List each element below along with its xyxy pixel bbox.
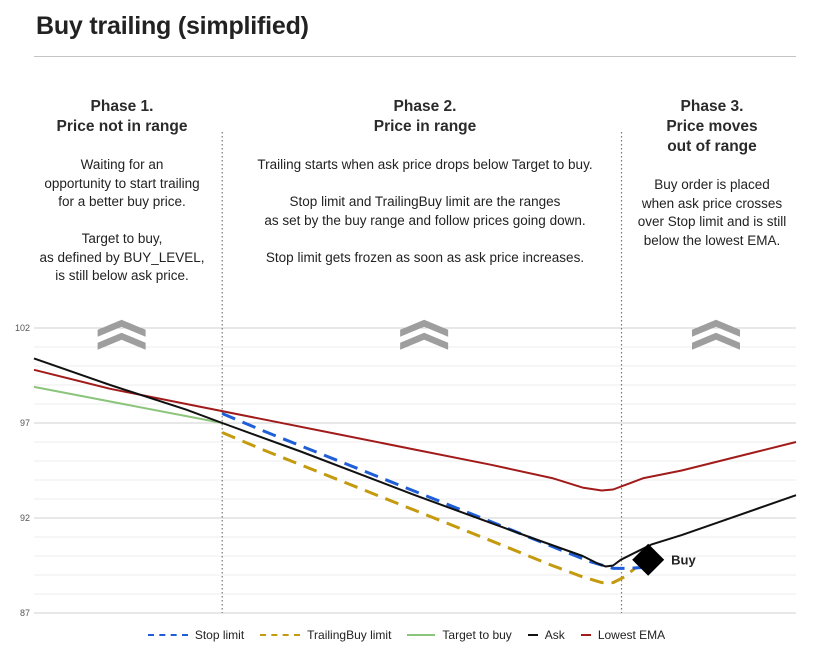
phase-3-title-line: Phase 3. bbox=[680, 98, 744, 115]
phase-3-title: Phase 3. Price moves out of range bbox=[624, 97, 800, 157]
phase-2-title: Phase 2. Price in range bbox=[228, 97, 622, 137]
chart-grid bbox=[34, 327, 796, 614]
legend-item: Stop limit bbox=[147, 628, 245, 642]
phase-2-text-line: Stop limit gets frozen as soon as ask pr… bbox=[265, 249, 585, 265]
phase-3-text-line: over Stop limit and is still bbox=[637, 214, 787, 229]
chevron-up-icon bbox=[691, 319, 740, 350]
phase-1-text-line: is still below ask price. bbox=[55, 268, 189, 283]
chevron-up-icons bbox=[97, 319, 740, 350]
phase-2-text-line: Trailing starts when ask price drops bel… bbox=[257, 157, 593, 172]
legend-swatch-target-to-buy bbox=[407, 634, 436, 636]
legend-item: Ask bbox=[527, 628, 565, 642]
phase-1-text-line: for a better buy price. bbox=[58, 194, 186, 209]
chevron-up-icon bbox=[400, 319, 449, 350]
phase-1-text-line: as defined by BUY_LEVEL, bbox=[39, 249, 205, 265]
y-tick-label: 97 bbox=[20, 418, 30, 428]
phase-1-title-line: Phase 1. bbox=[90, 98, 154, 115]
phase-2-title-line: Price in range bbox=[373, 118, 477, 135]
series-line-lowest-ema bbox=[33, 368, 797, 492]
page-title: Buy trailing (simplified) bbox=[36, 12, 309, 40]
series-line-ask bbox=[33, 357, 797, 568]
series-line-stop-limit bbox=[221, 412, 644, 570]
legend-label: Ask bbox=[544, 628, 565, 642]
phase-1-title: Phase 1. Price not in range bbox=[22, 97, 222, 137]
phase-3-text-line: when ask price crosses bbox=[641, 195, 783, 211]
phase-3-title-line: Price moves bbox=[666, 118, 758, 135]
legend-item: Lowest EMA bbox=[580, 628, 666, 642]
legend-swatch-trailingbuy-limit bbox=[260, 634, 301, 636]
legend-swatch-stop-limit bbox=[147, 634, 188, 636]
legend: Stop limit TrailingBuy limit Target to b… bbox=[0, 628, 813, 642]
chevron-shape bbox=[97, 332, 146, 350]
chevron-shape bbox=[691, 319, 740, 337]
legend-label: Target to buy bbox=[442, 628, 512, 642]
legend-swatch-lowest-ema bbox=[580, 634, 591, 636]
buy-marker-label: Buy bbox=[671, 552, 696, 567]
legend-item: Target to buy bbox=[407, 628, 512, 642]
y-tick-label: 102 bbox=[15, 323, 30, 333]
phase-1-text-line: opportunity to start trailing bbox=[44, 175, 200, 191]
chevron-shape bbox=[400, 332, 449, 350]
chevron-shape bbox=[97, 319, 146, 337]
phase-1-text-line: Target to buy, bbox=[81, 231, 163, 246]
chart-annotations: Buy bbox=[632, 543, 697, 576]
phase-3-text-line: Buy order is placed bbox=[654, 177, 770, 192]
phase-2-title-line: Phase 2. bbox=[393, 98, 457, 115]
chevron-shape bbox=[400, 319, 449, 337]
legend-item: TrailingBuy limit bbox=[260, 628, 391, 642]
legend-label: TrailingBuy limit bbox=[307, 628, 392, 642]
chart-series bbox=[33, 357, 797, 585]
phase-2-panel: Phase 2. Price in range Trailing starts … bbox=[228, 97, 622, 267]
phase-1-description: Waiting for an opportunity to start trai… bbox=[22, 156, 222, 286]
y-axis-ticks: 102 97 92 87 bbox=[15, 323, 30, 618]
chevron-up-icon bbox=[97, 319, 146, 350]
phase-3-title-line: out of range bbox=[667, 138, 757, 155]
phase-1-text-line: Waiting for an bbox=[80, 157, 164, 172]
phase-3-text-line: below the lowest EMA. bbox=[643, 232, 781, 248]
phase-1-panel: Phase 1. Price not in range Waiting for … bbox=[22, 97, 222, 286]
title-divider bbox=[34, 56, 796, 57]
phase-dividers bbox=[221, 132, 623, 613]
buy-marker-diamond bbox=[632, 543, 665, 576]
y-tick-label: 92 bbox=[20, 513, 30, 523]
legend-swatch-ask bbox=[527, 634, 538, 636]
series-line-target-to-buy bbox=[33, 385, 223, 424]
legend-label: Stop limit bbox=[194, 628, 245, 642]
phase-3-description: Buy order is placed when ask price cross… bbox=[624, 176, 800, 250]
series-line-trailingbuy-limit bbox=[221, 431, 637, 585]
y-tick-label: 87 bbox=[20, 608, 30, 618]
legend-label: Lowest EMA bbox=[597, 628, 666, 642]
phase-2-description: Trailing starts when ask price drops bel… bbox=[228, 156, 622, 267]
phase-3-panel: Phase 3. Price moves out of range Buy or… bbox=[624, 97, 800, 250]
phase-2-text-line: as set by the buy range and follow price… bbox=[264, 212, 586, 228]
phase-1-title-line: Price not in range bbox=[56, 118, 188, 135]
phase-2-text-line: Stop limit and TrailingBuy limit are the… bbox=[289, 194, 561, 209]
chevron-shape bbox=[691, 332, 740, 350]
